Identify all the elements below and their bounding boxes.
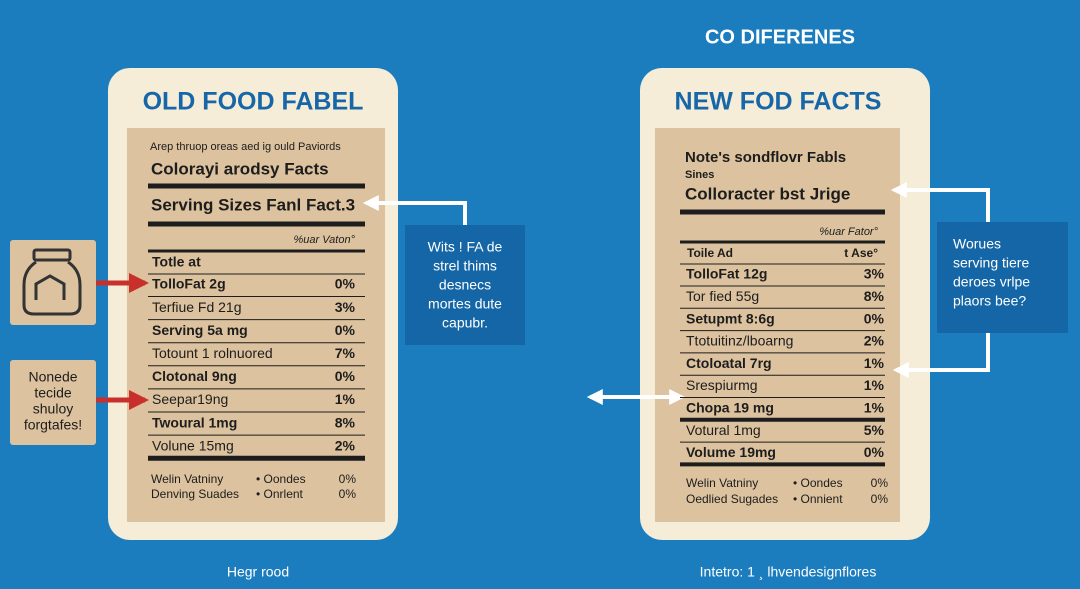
row-name: Srespiurmg [686, 377, 758, 393]
row-name: Chopa 19 mg [686, 400, 774, 416]
footer-pct: 0% [339, 472, 357, 486]
jar-box [10, 240, 96, 325]
row-pct: 1% [864, 377, 885, 393]
row-pct: 8% [335, 414, 356, 430]
row-name: Setupmt 8:6g [686, 310, 775, 326]
serving: Serving Sizes Fanl Fact.3 [151, 195, 355, 214]
sines: Sines [685, 169, 714, 181]
footer-pct: 0% [871, 476, 889, 490]
row-name: Clotonal 9ng [152, 368, 237, 384]
row-pct: 7% [335, 345, 356, 361]
footer-name: Oedlied Sugades [686, 492, 778, 506]
warning-text: Nonede [28, 369, 77, 385]
footer-name: Welin Vatniny [151, 472, 223, 486]
right-text: deroes vrlpe [953, 274, 1030, 290]
footer-mid: • Onnient [793, 492, 843, 506]
warning-box [10, 360, 96, 445]
warning-text: tecide [34, 385, 72, 401]
row-name: Votural 1mg [686, 422, 761, 438]
heading: CO DIFERENES [705, 26, 855, 48]
row-pct: 3% [335, 299, 356, 315]
row-pct: 5% [864, 422, 885, 438]
row-name: Tor fied 55g [686, 288, 759, 304]
middle-text: strel thims [433, 258, 497, 274]
middle-text: desnecs [439, 277, 491, 293]
row-pct: 2% [864, 333, 885, 349]
caption: Intetro: 1 ¸ lhvendesignflores [700, 564, 877, 580]
dv-header: %uar Fator° [819, 226, 878, 238]
right-box [937, 222, 1068, 333]
middle-text: capubr. [442, 315, 488, 331]
row-pct: 2% [335, 437, 356, 453]
caption: Hegr rood [227, 564, 289, 580]
row-name: Totount 1 rolnuored [152, 345, 273, 361]
intro: Note's sondflovr Fabls [685, 149, 846, 166]
row-name: Ttotuitinz/lboarng [686, 333, 793, 349]
jar-icon [22, 248, 82, 316]
row-name: TolloFat 12g [686, 266, 767, 282]
dv-header: %uar Vaton° [294, 234, 356, 246]
right-text: plaors bee? [953, 293, 1026, 309]
intro: Arep thruop oreas aed ig ould Paviords [150, 141, 341, 153]
brand: Colloracter bst Jrige [685, 184, 850, 203]
connector [362, 195, 467, 225]
total-header: Toile Ad [687, 246, 733, 260]
row-pct: 8% [864, 288, 885, 304]
footer-mid: • Oondes [793, 476, 843, 490]
warning-text: shuloy [33, 401, 73, 417]
row-name: Terfiue Fd 21g [152, 299, 242, 315]
row-pct: 1% [864, 400, 885, 416]
total-pct: t Ase° [844, 246, 878, 260]
row-name: Volune 15mg [152, 437, 234, 453]
brand: Colorayi arodsy Facts [151, 159, 329, 178]
row-name: TolloFat 2g [152, 276, 226, 292]
row-pct: 1% [335, 391, 356, 407]
footer-mid: • Onrlent [256, 487, 304, 501]
footer-mid: • Oondes [256, 472, 306, 486]
row-name: Volume 19mg [686, 444, 776, 460]
row-pct: 0% [335, 368, 356, 384]
middle-text: mortes dute [428, 296, 502, 312]
card-title: NEW FOD FACTS [675, 88, 882, 116]
middle-text: Wits ! FA de [428, 239, 503, 255]
footer-pct: 0% [871, 492, 889, 506]
row-pct: 0% [335, 276, 356, 292]
row-name: Serving 5a mg [152, 322, 248, 338]
row-name: Twoural 1mg [152, 414, 237, 430]
row-name: Ctoloatal 7rg [686, 355, 772, 371]
connector [892, 333, 990, 378]
row-pct: 3% [864, 266, 885, 282]
warning-text: forgtafes! [24, 417, 82, 433]
row-pct: 0% [864, 444, 885, 460]
connector [890, 182, 990, 222]
right-text: serving tiere [953, 255, 1029, 271]
row-pct: 0% [335, 322, 356, 338]
total-header: Totle at [152, 254, 201, 270]
row-name: Seepar19ng [152, 391, 228, 407]
row-pct: 1% [864, 355, 885, 371]
card-title: OLD FOOD FABEL [143, 88, 364, 116]
footer-name: Welin Vatniny [686, 476, 758, 490]
footer-name: Denving Suades [151, 487, 239, 501]
right-text: Worues [953, 236, 1001, 252]
row-pct: 0% [864, 310, 885, 326]
footer-pct: 0% [339, 487, 357, 501]
middle-box [405, 225, 525, 345]
new-label-panel [655, 128, 900, 522]
